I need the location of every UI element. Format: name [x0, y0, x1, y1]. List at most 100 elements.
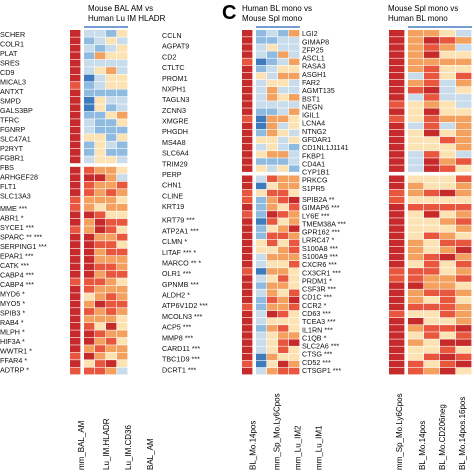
heatmap-cell — [456, 218, 472, 225]
gene-label: GPNMB *** — [162, 280, 199, 289]
heatmap-cell — [95, 248, 106, 256]
heatmap-cell — [440, 360, 456, 368]
heatmap-cell — [440, 175, 456, 183]
gene-label: CTSG *** — [302, 350, 333, 359]
heatmap-cell — [95, 148, 106, 156]
heatmap-cell — [84, 67, 95, 75]
heatmap-cell — [242, 51, 253, 58]
heatmap-cell — [84, 360, 95, 367]
heatmap-cell — [408, 94, 424, 101]
gene-label: MS4A8 — [162, 138, 186, 147]
heatmap-cell — [408, 79, 424, 87]
heatmap-cell — [424, 108, 440, 115]
heatmap-cell — [256, 268, 267, 275]
heatmap-cell — [389, 44, 405, 51]
heatmap-cell — [278, 232, 289, 240]
column-label: BL_Mo.14pos — [418, 421, 427, 470]
heatmap-cell — [424, 204, 440, 211]
heatmap-cell — [84, 241, 95, 249]
heatmap-cell — [289, 367, 300, 375]
gene-label: AGMT135 — [302, 86, 335, 95]
heatmap-cell — [84, 104, 95, 112]
heatmap-cell — [256, 182, 267, 190]
gene-label: S100A9 *** — [302, 252, 338, 261]
heatmap-cell — [278, 101, 289, 108]
gene-label: GPR162 *** — [302, 228, 340, 237]
heatmap-cell — [95, 141, 106, 149]
heatmap-cell — [440, 296, 456, 304]
heatmap-cell — [242, 296, 253, 304]
heatmap-cell — [440, 129, 456, 137]
heatmap-cell — [440, 289, 456, 297]
heatmap-cell — [256, 122, 267, 130]
heatmap-cell — [389, 108, 405, 115]
panel-b-left-gene-labels: SCHERCOLR1PLATSRESCD9MICAL3ANTXTSMPDGALS… — [0, 30, 47, 375]
heatmap-cell — [289, 165, 300, 172]
heatmap-cell — [84, 166, 95, 174]
heatmap-cell — [70, 218, 81, 226]
heatmap-cell — [456, 151, 472, 158]
heatmap-cell — [278, 360, 289, 368]
heatmap-cell — [389, 310, 405, 318]
heatmap-cell — [289, 189, 300, 197]
gene-label: MYO5 * — [0, 299, 25, 308]
heatmap-cell — [408, 37, 424, 44]
heatmap-cell — [95, 126, 106, 134]
heatmap-cell — [70, 278, 81, 286]
heatmap-cell — [289, 144, 300, 151]
heatmap-cell — [389, 30, 405, 37]
heatmap-cell — [389, 282, 405, 289]
heatmap-cell — [456, 101, 472, 108]
heatmap-cell — [456, 196, 472, 204]
heatmap-cell — [424, 151, 440, 158]
gene-label: CATK *** — [0, 261, 29, 270]
heatmap-cell — [106, 96, 117, 104]
heatmap-cell — [408, 44, 424, 51]
heatmap-cell — [256, 144, 267, 151]
heatmap-cell — [70, 285, 81, 293]
heatmap-cell — [456, 189, 472, 197]
heatmap-cell — [117, 181, 128, 189]
heatmap-cell — [278, 339, 289, 346]
heatmap-cell — [84, 308, 95, 315]
heatmap-cell — [424, 339, 440, 346]
gene-label: HIF3A * — [0, 337, 25, 346]
heatmap-cell — [408, 51, 424, 58]
heatmap-cell — [289, 318, 300, 325]
heatmap-cell — [440, 353, 456, 361]
heatmap-cell — [84, 330, 95, 338]
heatmap-cell — [424, 65, 440, 73]
heatmap-cell — [440, 65, 456, 73]
heatmap-cell — [267, 129, 278, 137]
heatmap-cell — [408, 289, 424, 297]
heatmap-cell — [117, 134, 128, 141]
heatmap-cell — [389, 165, 405, 172]
heatmap-cell — [242, 175, 253, 183]
heatmap-cell — [256, 232, 267, 240]
heatmap-cell — [106, 166, 117, 174]
heatmap-cell — [456, 204, 472, 211]
heatmap-cell — [424, 225, 440, 232]
heatmap-cell — [278, 58, 289, 66]
heatmap-cell — [117, 285, 128, 293]
heatmap-cell — [106, 89, 117, 97]
gene-label: SERPING1 *** — [0, 242, 47, 251]
heatmap-cell — [440, 37, 456, 44]
heatmap-cell — [424, 51, 440, 58]
gene-label: ARHGEF28 — [0, 173, 38, 182]
heatmap-cell — [267, 310, 278, 318]
heatmap-cell — [242, 94, 253, 101]
heatmap-cell — [424, 122, 440, 130]
gene-label: CHN1 — [162, 181, 182, 190]
heatmap-cell — [278, 246, 289, 254]
heatmap-cell — [289, 346, 300, 354]
heatmap-cell — [106, 285, 117, 293]
heatmap-cell — [267, 261, 278, 268]
heatmap-cell — [256, 196, 267, 204]
gene-label: S100A8 *** — [302, 244, 338, 253]
heatmap-cell — [440, 122, 456, 130]
heatmap-cell — [242, 318, 253, 325]
heatmap-cell — [424, 44, 440, 51]
heatmap-cell — [289, 108, 300, 115]
heatmap-cell — [289, 282, 300, 289]
